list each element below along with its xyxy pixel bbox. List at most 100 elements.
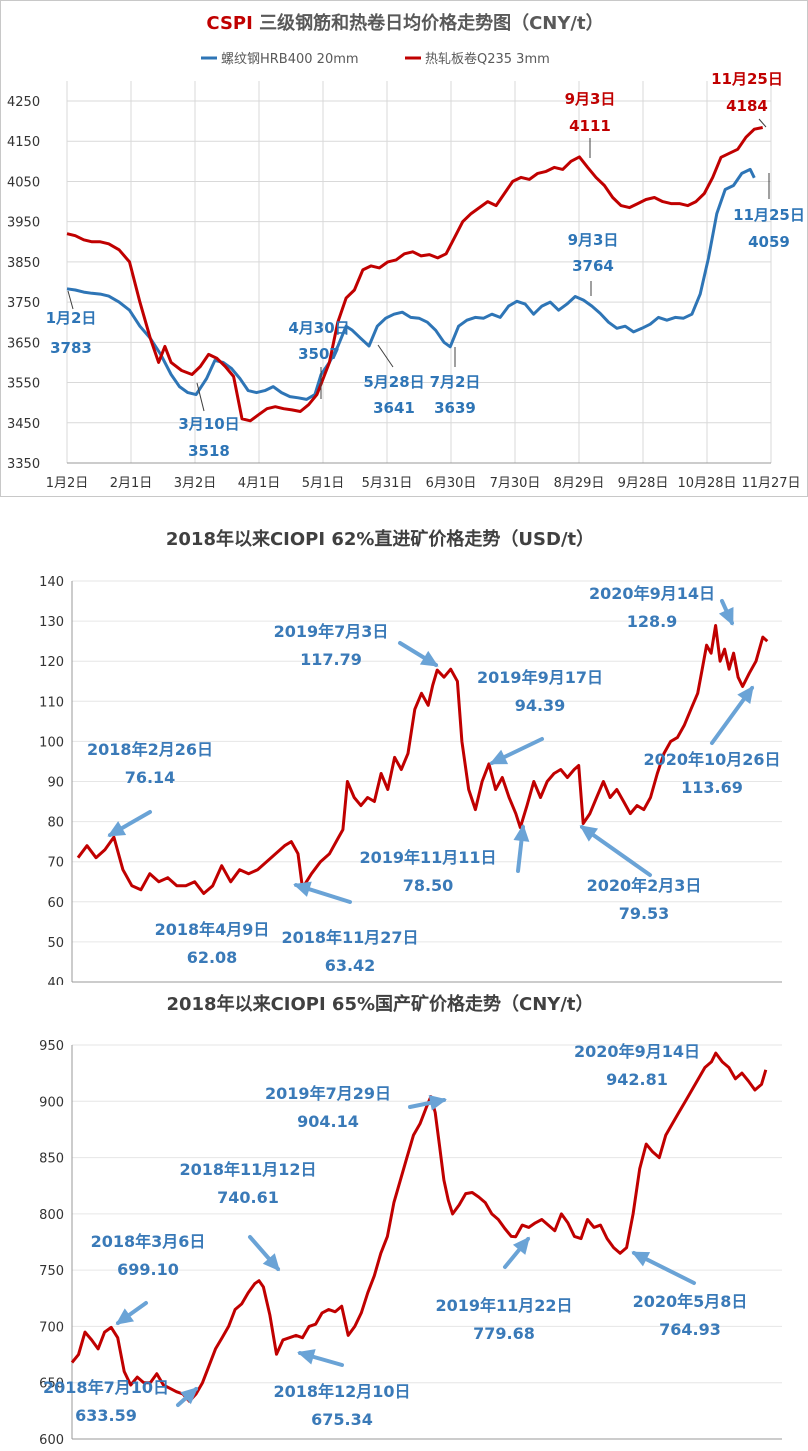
x-tick-label: 11月27日	[741, 476, 800, 491]
annotation-date: 2020年9月14日	[574, 1042, 700, 1061]
series-line-1	[66, 126, 763, 423]
chart-title-text: 三级钢筋和热卷日均价格走势图（CNY/t）	[253, 12, 604, 34]
annotation-leader	[377, 344, 394, 368]
annotation-arrow-head	[737, 685, 754, 705]
annotation-date: 2020年9月14日	[589, 584, 715, 603]
y-tick-label: 3950	[7, 216, 40, 231]
x-tick-label: 9月28日	[618, 476, 669, 491]
annotation-value: 128.9	[627, 612, 678, 631]
y-tick-label: 110	[39, 695, 64, 710]
annotation-arrow-head	[262, 1253, 280, 1272]
annotation-arrow-head	[419, 650, 439, 667]
annotation-leader	[758, 118, 767, 128]
annotation-value: 740.61	[217, 1188, 279, 1207]
y-tick-label: 4150	[7, 135, 40, 150]
annotation-date: 11月25日	[711, 70, 783, 88]
y-tick-label: 800	[39, 1208, 64, 1223]
annotation-date: 2019年11月22日	[435, 1296, 572, 1315]
annotation-date: 2018年11月12日	[179, 1160, 316, 1179]
chart-title: 2018年以来CIOPI 65%国产矿价格走势（CNY/t）	[166, 993, 593, 1015]
annotation-value: 3507	[298, 345, 340, 363]
annotation-value: 117.79	[300, 650, 362, 669]
annotation-date: 2020年2月3日	[587, 876, 702, 895]
annotation-value: 78.50	[403, 876, 454, 895]
chart-separator	[0, 497, 808, 505]
x-tick-label: 7月30日	[490, 476, 541, 491]
annotation-value: 3641	[373, 399, 415, 417]
annotation-value: 62.08	[187, 948, 238, 967]
y-tick-label: 60	[47, 896, 64, 911]
y-tick-label: 650	[39, 1377, 64, 1392]
annotation-value: 942.81	[606, 1070, 668, 1089]
annotation-date: 2018年12月10日	[273, 1382, 410, 1401]
annotation-date: 2018年7月10日	[43, 1378, 169, 1397]
annotation-date: 2019年7月29日	[265, 1084, 391, 1103]
annotation-value: 904.14	[297, 1112, 359, 1131]
y-tick-label: 80	[47, 816, 64, 831]
annotation-date: 2019年11月11日	[359, 848, 496, 867]
annotation-arrow-head	[718, 606, 734, 626]
annotation-value: 4184	[726, 97, 768, 115]
annotation-date: 11月25日	[733, 206, 805, 224]
y-tick-label: 3750	[7, 296, 40, 311]
x-tick-label: 6月30日	[426, 476, 477, 491]
ciopi-62-chart-svg: 2018年以来CIOPI 62%直进矿价格走势（USD/t） 40 50 60 70 80…	[39, 528, 782, 985]
annotation-arrow-head	[297, 1349, 316, 1365]
chart-title: CSPI 三级钢筋和热卷日均价格走势图（CNY/t）	[206, 12, 603, 34]
annotation-value: 3764	[572, 257, 614, 275]
annotation-value: 633.59	[75, 1406, 137, 1425]
chart-title-prefix: CSPI	[206, 13, 252, 34]
y-tick-label: 3450	[7, 417, 40, 432]
x-tick-label: 5月31日	[362, 476, 413, 491]
annotation-date: 2018年11月27日	[281, 928, 418, 947]
annotation-date: 4月30日	[288, 319, 349, 337]
y-tick-label: 850	[39, 1152, 64, 1167]
y-tick-label: 700	[39, 1320, 64, 1335]
annotation-value: 94.39	[515, 696, 566, 715]
y-tick-label: 3350	[7, 457, 40, 472]
annotation-arrow-head	[512, 1236, 530, 1255]
annotation-date: 9月3日	[568, 231, 619, 249]
annotation-arrow-head	[180, 1387, 199, 1405]
annotation-date: 2020年5月8日	[633, 1292, 748, 1311]
y-tick-label: 40	[47, 976, 64, 985]
x-tick-label: 2月1日	[110, 476, 153, 491]
annotation-value: 3783	[50, 339, 92, 357]
annotation-value: 4111	[569, 117, 611, 135]
annotation-leader	[67, 290, 74, 310]
annotation-date: 7月2日	[430, 373, 481, 391]
y-tick-label: 120	[39, 655, 64, 670]
y-tick-label: 140	[39, 575, 64, 590]
annotation-arrow-head	[115, 1308, 135, 1325]
annotation-value: 764.93	[659, 1320, 721, 1339]
annotation-value: 113.69	[681, 778, 743, 797]
annotation-value: 3518	[188, 442, 230, 460]
x-tick-label: 8月29日	[554, 476, 605, 491]
annotation-arrow-head	[107, 821, 127, 837]
y-tick-label: 4250	[7, 95, 40, 110]
y-tick-label: 50	[47, 936, 64, 951]
annotation-date: 5月28日	[363, 373, 424, 391]
annotation-value: 675.34	[311, 1410, 373, 1429]
annotation-date: 2019年9月17日	[477, 668, 603, 687]
annotation-date: 3月10日	[178, 415, 239, 433]
annotation-date: 2018年3月6日	[91, 1232, 206, 1251]
y-tick-label: 3850	[7, 256, 40, 271]
series-line-0	[66, 167, 756, 401]
x-tick-label: 10月28日	[677, 476, 736, 491]
annotation-value: 779.68	[473, 1324, 535, 1343]
y-tick-label: 950	[39, 1039, 64, 1054]
x-tick-label: 5月1日	[302, 476, 345, 491]
x-tick-label: 1月2日	[46, 476, 89, 491]
y-tick-label: 3550	[7, 377, 40, 392]
annotation-date: 9月3日	[565, 90, 616, 108]
annotation-arrow-head	[631, 1251, 651, 1267]
annotation-value: 63.42	[325, 956, 376, 975]
legend-label-0: 螺纹钢HRB400 20mm	[221, 52, 359, 67]
annotation-arrow-head	[513, 824, 530, 842]
annotation-date: 2019年7月3日	[274, 622, 389, 641]
chart-title: 2018年以来CIOPI 62%直进矿价格走势（USD/t）	[166, 528, 594, 550]
annotation-arrow-head	[428, 1094, 447, 1111]
y-tick-label: 90	[47, 776, 64, 791]
y-tick-label: 70	[47, 856, 64, 871]
